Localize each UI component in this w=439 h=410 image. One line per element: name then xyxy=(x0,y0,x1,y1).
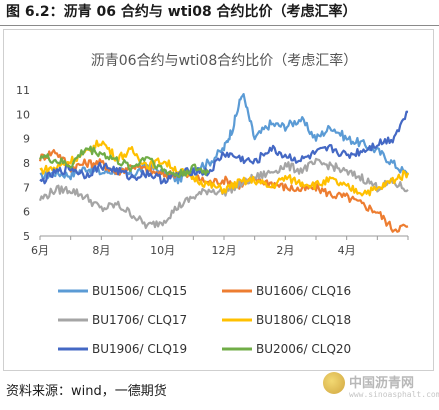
x-tick-label: 8月 xyxy=(92,244,110,257)
legend-label-4: BU1806/ CLQ18 xyxy=(256,313,351,327)
y-tick-label: 9 xyxy=(23,133,30,146)
series-line-5 xyxy=(39,110,409,185)
x-tick-label: 12月 xyxy=(212,244,237,257)
line-chart: 沥青06合约与wti08合约比价（考虑汇率） 5 6 7 8 9 10 11 6月 8月 10月 12… xyxy=(16,52,410,356)
source-note: 资料来源：wind，一德期货 xyxy=(6,384,167,399)
caption-rule xyxy=(0,25,439,26)
series-line-2 xyxy=(38,149,409,233)
x-tick-label: 2月 xyxy=(276,244,294,257)
legend-label-1: BU1506/ CLQ15 xyxy=(92,284,187,298)
y-tick-label: 11 xyxy=(16,84,30,97)
x-tick-label: 6月 xyxy=(31,244,49,257)
watermark-url: www.sinoasphalt.com xyxy=(349,390,439,399)
figure-caption: 图 6.2：沥青 06 合约与 wti08 合约比价（考虑汇率） xyxy=(6,4,357,20)
y-tick-label: 6 xyxy=(23,206,30,219)
series-line-1 xyxy=(39,92,409,185)
watermark-logo-icon xyxy=(323,372,345,394)
chart-title: 沥青06合约与wti08合约比价（考虑汇率） xyxy=(91,52,357,69)
watermark: 中国沥青网 www.sinoasphalt.com xyxy=(323,370,439,406)
x-tick-label: 10月 xyxy=(150,244,175,257)
legend-label-3: BU1706/ CLQ17 xyxy=(92,313,187,327)
chart-frame xyxy=(3,29,434,371)
x-tick-label: 4月 xyxy=(338,244,356,257)
y-tick-label: 10 xyxy=(16,108,30,121)
series-line-6 xyxy=(39,145,210,178)
legend-label-5: BU1906/ CLQ19 xyxy=(92,342,187,356)
y-tick-label: 5 xyxy=(23,230,30,243)
y-tick-label: 8 xyxy=(23,157,30,170)
y-tick-label: 7 xyxy=(23,181,30,194)
series-line-4 xyxy=(39,139,410,197)
legend-label-2: BU1606/ CLQ16 xyxy=(256,284,351,298)
legend-label-6: BU2006/ CLQ20 xyxy=(256,342,351,356)
watermark-text: 中国沥青网 xyxy=(349,376,415,391)
